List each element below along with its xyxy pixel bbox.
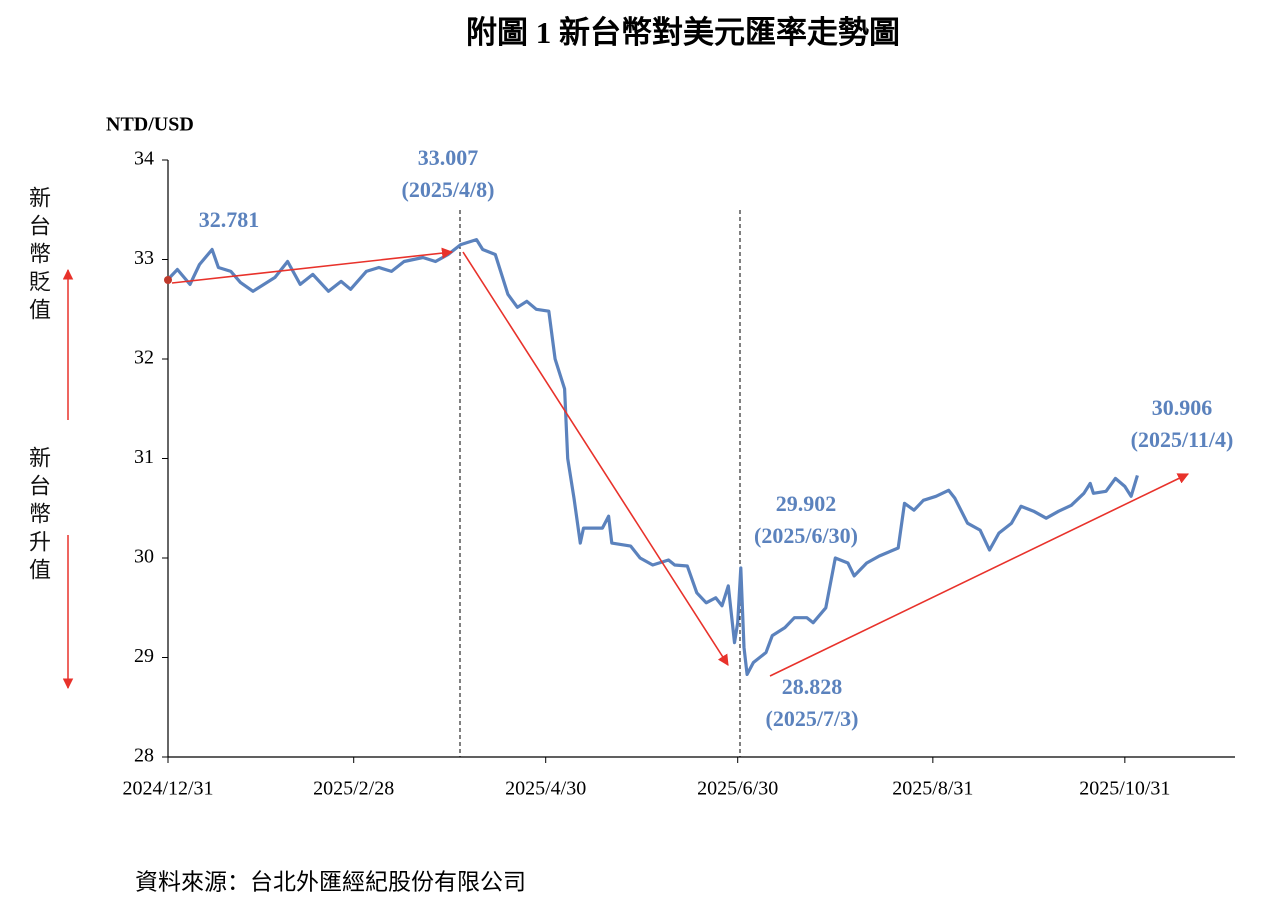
trend-arrow bbox=[171, 247, 454, 284]
x-tick-label: 2024/12/31 bbox=[122, 778, 213, 800]
annotation: 32.781 bbox=[199, 207, 260, 232]
x-tick-label: 2025/4/30 bbox=[505, 778, 586, 800]
chart-title: 附圖 1 新台幣對美元匯率走勢圖 bbox=[466, 15, 900, 50]
start-dot bbox=[164, 276, 172, 284]
annotation: 33.007 bbox=[418, 145, 479, 170]
rate-line bbox=[166, 238, 1139, 676]
y-tick-label: 33 bbox=[134, 247, 154, 269]
annotation: (2025/4/8) bbox=[402, 177, 495, 202]
y-tick-label: 30 bbox=[134, 546, 154, 568]
y-tick-label: 34 bbox=[134, 148, 154, 170]
y-tick-label: 31 bbox=[134, 446, 154, 468]
annotation: (2025/6/30) bbox=[754, 523, 858, 548]
source-note: 資料來源：台北外匯經紀股份有限公司 bbox=[135, 869, 526, 894]
annotation: 29.902 bbox=[776, 491, 837, 516]
annotation: (2025/7/3) bbox=[766, 706, 859, 731]
annotation: 30.906 bbox=[1152, 395, 1213, 420]
y-tick-label: 29 bbox=[134, 645, 154, 667]
x-tick-label: 2025/10/31 bbox=[1079, 778, 1170, 800]
y-axis-title: NTD/USD bbox=[106, 114, 194, 136]
x-tick-label: 2025/2/28 bbox=[313, 778, 394, 800]
annotation: 28.828 bbox=[782, 674, 843, 699]
side-label: 新台幣貶值 bbox=[26, 186, 51, 326]
y-tick-label: 32 bbox=[134, 347, 154, 369]
side-label: 新台幣升值 bbox=[26, 446, 51, 586]
trend-arrow bbox=[462, 251, 729, 666]
y-tick-label: 28 bbox=[134, 745, 154, 767]
annotation: (2025/11/4) bbox=[1131, 427, 1234, 452]
trend-arrow bbox=[769, 473, 1190, 677]
x-tick-label: 2025/8/31 bbox=[892, 778, 973, 800]
x-tick-label: 2025/6/30 bbox=[697, 778, 778, 800]
